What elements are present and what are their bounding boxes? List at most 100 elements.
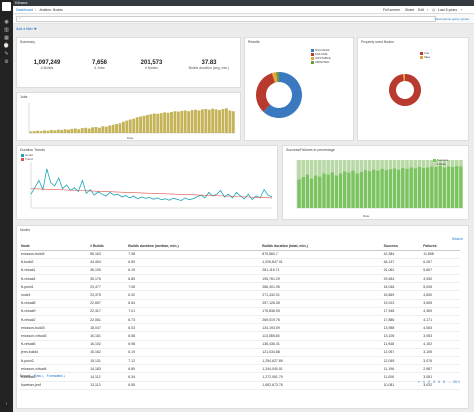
- bar-failure: [405, 160, 409, 169]
- edit-link[interactable]: Edit: [418, 8, 425, 12]
- download-icon[interactable]: ⤓: [63, 374, 66, 378]
- dashboard-icon[interactable]: ▦: [4, 35, 9, 41]
- column-header[interactable]: Builds duration (total, min.): [261, 242, 383, 251]
- bar: [149, 114, 153, 133]
- column-header[interactable]: Builds duration (median, min.): [127, 242, 262, 251]
- bar: [159, 113, 163, 133]
- table-cell[interactable]: ft-virtual1: [20, 266, 90, 276]
- table-cell[interactable]: ft-virtual9: [20, 307, 90, 317]
- dev-tools-icon[interactable]: ✎: [4, 51, 9, 57]
- table-cell[interactable]: ft-posh2: [20, 356, 90, 366]
- time-picker-next-icon[interactable]: ›: [461, 8, 463, 12]
- page-link[interactable]: 4: [438, 380, 440, 384]
- time-picker-prev-icon[interactable]: ‹: [427, 8, 429, 12]
- breadcrumb-current: Jenkins: Nodes: [39, 8, 63, 12]
- table-cell: 22,317: [89, 307, 128, 317]
- export-raw-link[interactable]: Raw: [34, 374, 42, 378]
- legend-item[interactable]: SUCCESS: [311, 48, 331, 52]
- bar-failure: [401, 160, 405, 168]
- bar: [204, 109, 208, 133]
- table-cell[interactable]: ericsson-virtual3: [20, 331, 90, 341]
- table-cell[interactable]: ft-virtual4: [20, 274, 90, 284]
- table-cell[interactable]: ft-virtual8: [20, 299, 90, 308]
- legend-item[interactable]: true: [420, 51, 430, 55]
- duration-panel: Duration Trends Count Trend: [16, 145, 278, 220]
- metric-value: 37.83: [201, 60, 217, 66]
- legend-item[interactable]: Trend: [21, 157, 33, 161]
- page-link[interactable]: 20: [453, 380, 457, 384]
- column-header[interactable]: Node: [20, 242, 90, 251]
- table-cell: 281,116.71: [261, 266, 383, 276]
- legend-item[interactable]: FAILURE: [311, 52, 331, 56]
- table-cell[interactable]: ericsson-build4: [20, 250, 90, 259]
- bar: [132, 118, 136, 133]
- search-link[interactable]: Search: [451, 237, 463, 241]
- bar-success: [455, 165, 459, 208]
- page-link[interactable]: »: [458, 380, 460, 384]
- legend-item[interactable]: UNSTABLE: [311, 56, 331, 60]
- legend-item[interactable]: Success: [433, 158, 448, 162]
- bar-failure: [438, 160, 442, 166]
- page-link[interactable]: 2: [428, 380, 430, 384]
- table-cell[interactable]: ft-build2: [20, 258, 90, 267]
- discover-icon[interactable]: ◉: [4, 19, 9, 25]
- visualize-icon[interactable]: ▥: [4, 27, 9, 33]
- timelion-icon[interactable]: ⌚: [3, 43, 10, 49]
- page-link[interactable]: 1: [423, 380, 425, 384]
- export-formatted-link[interactable]: Formatted: [46, 374, 63, 378]
- management-icon[interactable]: ⚙: [4, 59, 9, 65]
- page-link[interactable]: ...: [448, 380, 451, 384]
- page-link[interactable]: «: [418, 380, 420, 384]
- kibana-logo[interactable]: [2, 2, 11, 11]
- bar-failure: [367, 160, 372, 172]
- column-header[interactable]: Failures: [422, 242, 460, 251]
- bar: [94, 127, 98, 133]
- table-cell[interactable]: fuweiser-jenf: [20, 381, 90, 390]
- add-filter-link[interactable]: Add a filter ✚: [16, 27, 37, 31]
- bar-failure: [313, 160, 318, 176]
- table-cell[interactable]: ft-virtual6: [20, 340, 90, 349]
- results-panel: Results SUCCESS FAILURE UNSTABLE ABORTED: [244, 37, 354, 141]
- legend-item[interactable]: Count: [21, 153, 33, 157]
- full-screen-link[interactable]: Full screen: [383, 8, 401, 12]
- table-cell: 4,171: [422, 315, 460, 325]
- download-icon[interactable]: ⤓: [42, 374, 44, 378]
- bar-success: [446, 166, 451, 208]
- bar-success: [309, 178, 314, 208]
- column-header[interactable]: # Builds: [89, 242, 128, 251]
- legend-item[interactable]: false: [420, 55, 430, 59]
- legend-item[interactable]: Failure: [433, 162, 448, 166]
- breadcrumb-sep: /: [35, 8, 36, 12]
- table-cell: 195,761.29: [261, 274, 383, 284]
- table-cell: 4,063: [422, 323, 460, 333]
- page-link[interactable]: 3: [433, 380, 435, 384]
- share-link[interactable]: Share: [405, 8, 415, 12]
- table-cell: 121,034.88: [261, 348, 383, 357]
- table-cell: 35,176: [89, 274, 128, 284]
- table-cell[interactable]: ericsson-virtual4: [20, 364, 90, 374]
- legend-swatch: [311, 52, 314, 56]
- metric-label: Builds duration (avg, min.): [188, 66, 230, 70]
- bar: [221, 109, 225, 133]
- query-syntax-hint[interactable]: Uses lucene query syntax: [434, 17, 469, 21]
- table-cell[interactable]: ericsson-build3: [20, 323, 90, 333]
- jobs-panel: Jobs Date: [16, 92, 241, 141]
- legend-item[interactable]: ABORTED: [311, 60, 331, 64]
- bar-failure: [363, 160, 368, 171]
- page-link[interactable]: 5: [443, 380, 445, 384]
- table-cell[interactable]: ft-virtual5: [20, 372, 90, 382]
- table-cell[interactable]: ft-virtual2: [20, 315, 90, 325]
- query-input[interactable]: *: [16, 16, 436, 22]
- breadcrumb-root[interactable]: Dashboard: [16, 8, 34, 12]
- side-nav: ◉ ▥ ▦ ⌚ ✎ ⚙ ‹: [0, 0, 13, 412]
- table-cell[interactable]: node1: [20, 290, 90, 300]
- table-cell[interactable]: jenn-build4: [20, 348, 90, 357]
- time-picker[interactable]: Last 5 years: [438, 8, 458, 12]
- column-header[interactable]: Success: [382, 242, 423, 251]
- table-cell: 7.08: [127, 282, 262, 292]
- bar: [97, 127, 101, 133]
- legend-swatch: [420, 55, 423, 59]
- collapse-icon[interactable]: ‹: [5, 401, 8, 407]
- table-row: node1 23,375 6.32 271,432.01 16,869 4,830: [20, 290, 460, 300]
- table-cell[interactable]: ft-posh1: [20, 282, 90, 292]
